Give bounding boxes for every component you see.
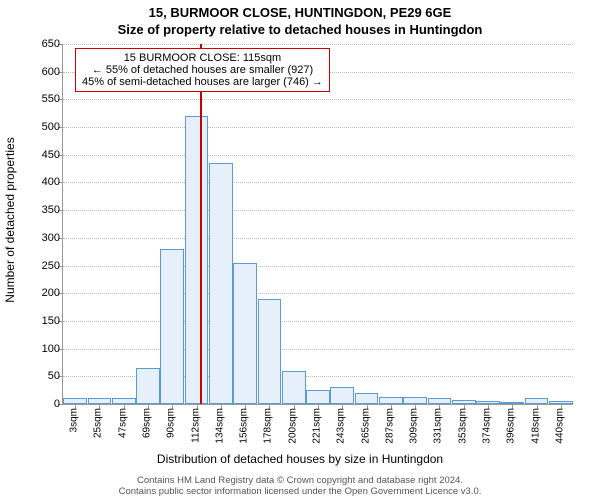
x-tick-label: 331sqm xyxy=(433,408,444,444)
gridline xyxy=(63,99,573,100)
x-tick-label: 221sqm xyxy=(312,408,323,444)
gridline xyxy=(63,182,573,183)
bar xyxy=(355,393,379,404)
annotation-box: 15 BURMOOR CLOSE: 115sqm ← 55% of detach… xyxy=(75,48,330,92)
gridline xyxy=(63,127,573,128)
bar xyxy=(185,116,209,404)
x-tick-label: 396sqm xyxy=(506,408,517,444)
x-tick-label: 243sqm xyxy=(336,408,347,444)
y-tick-label: 400 xyxy=(24,176,60,188)
y-tick-label: 550 xyxy=(24,93,60,105)
x-tick-label: 200sqm xyxy=(287,408,298,444)
y-tick-label: 650 xyxy=(24,38,60,50)
gridline xyxy=(63,210,573,211)
y-tick-label: 500 xyxy=(24,121,60,133)
footer: Contains HM Land Registry data © Crown c… xyxy=(0,476,600,498)
annotation-line1: 15 BURMOOR CLOSE: 115sqm xyxy=(82,52,323,64)
x-tick-label: 265sqm xyxy=(360,408,371,444)
x-tick-label: 353sqm xyxy=(457,408,468,444)
x-tick-label: 418sqm xyxy=(530,408,541,444)
bar xyxy=(282,371,306,404)
y-tick-label: 100 xyxy=(24,343,60,355)
footer-line2: Contains public sector information licen… xyxy=(0,487,600,498)
x-tick-label: 178sqm xyxy=(263,408,274,444)
x-tick-label: 440sqm xyxy=(554,408,565,444)
bar xyxy=(403,397,427,404)
x-tick-label: 112sqm xyxy=(190,408,201,443)
gridline xyxy=(63,155,573,156)
annotation-line3: 45% of semi-detached houses are larger (… xyxy=(82,76,323,88)
x-tick-label: 3sqm xyxy=(69,408,80,432)
bar xyxy=(258,299,282,404)
y-tick-label: 450 xyxy=(24,149,60,161)
gridline xyxy=(63,238,573,239)
x-tick-label: 69sqm xyxy=(142,408,153,438)
gridline xyxy=(63,293,573,294)
x-axis-label: Distribution of detached houses by size … xyxy=(0,452,600,466)
y-tick-label: 200 xyxy=(24,287,60,299)
y-tick-label: 350 xyxy=(24,204,60,216)
bar xyxy=(233,263,257,404)
x-tick-label: 287sqm xyxy=(384,408,395,444)
chart-title-line2: Size of property relative to detached ho… xyxy=(0,22,600,37)
bar xyxy=(209,163,233,404)
property-marker-line xyxy=(200,44,202,404)
x-tick-label: 374sqm xyxy=(482,408,493,444)
gridline xyxy=(63,321,573,322)
chart-title-line1: 15, BURMOOR CLOSE, HUNTINGDON, PE29 6GE xyxy=(0,5,600,20)
y-tick-label: 300 xyxy=(24,232,60,244)
bar xyxy=(136,368,160,404)
plot-area: 15 BURMOOR CLOSE: 115sqm ← 55% of detach… xyxy=(62,44,573,405)
annotation-line2: ← 55% of detached houses are smaller (92… xyxy=(82,64,323,76)
y-tick-label: 250 xyxy=(24,260,60,272)
gridline xyxy=(63,349,573,350)
x-tick-label: 47sqm xyxy=(117,408,128,438)
bar xyxy=(330,387,354,404)
chart-container: 15, BURMOOR CLOSE, HUNTINGDON, PE29 6GE … xyxy=(0,0,600,500)
x-tick-label: 25sqm xyxy=(93,408,104,438)
x-tick-label: 134sqm xyxy=(214,408,225,444)
y-tick-label: 600 xyxy=(24,66,60,78)
y-tick-label: 150 xyxy=(24,315,60,327)
bar xyxy=(379,397,403,404)
gridline xyxy=(63,266,573,267)
x-tick-label: 309sqm xyxy=(409,408,420,444)
y-tick-label: 0 xyxy=(24,398,60,410)
y-axis-label: Number of detached properties xyxy=(3,137,17,302)
gridline xyxy=(63,44,573,45)
y-tick-label: 50 xyxy=(24,370,60,382)
x-tick-label: 156sqm xyxy=(239,408,250,444)
bar xyxy=(306,390,330,404)
bar xyxy=(160,249,184,404)
x-tick-label: 90sqm xyxy=(166,408,177,438)
